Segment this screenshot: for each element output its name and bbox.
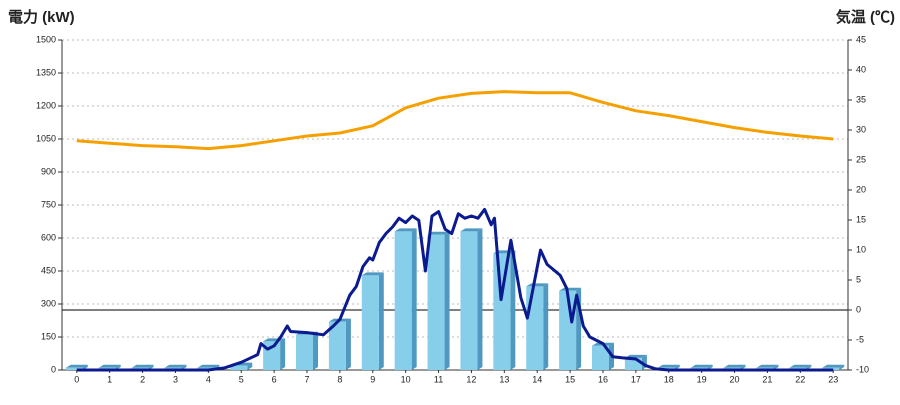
bar-side bbox=[411, 228, 417, 370]
y2-tick-label: 25 bbox=[856, 154, 866, 164]
bar bbox=[361, 275, 379, 370]
x-tick-label: 20 bbox=[730, 374, 740, 384]
x-tick-label: 19 bbox=[697, 374, 707, 384]
bar bbox=[296, 334, 314, 370]
x-tick-label: 3 bbox=[173, 374, 178, 384]
bar-top bbox=[98, 364, 121, 368]
y-tick-label: 900 bbox=[41, 166, 56, 176]
bar-top bbox=[789, 364, 812, 368]
bar bbox=[559, 290, 577, 370]
x-tick-label: 0 bbox=[74, 374, 79, 384]
bar-top bbox=[723, 364, 746, 368]
x-tick-label: 4 bbox=[206, 374, 211, 384]
bar bbox=[328, 321, 346, 370]
bar-top bbox=[822, 364, 845, 368]
y2-tick-label: 40 bbox=[856, 64, 866, 74]
bar-top bbox=[394, 228, 417, 232]
bar bbox=[460, 231, 478, 370]
bar bbox=[427, 234, 445, 370]
bar-top bbox=[559, 287, 582, 291]
x-tick-label: 18 bbox=[664, 374, 674, 384]
bar-top bbox=[131, 364, 154, 368]
y2-tick-label: 15 bbox=[856, 214, 866, 224]
x-tick-label: 14 bbox=[532, 374, 542, 384]
bar-top bbox=[427, 231, 450, 235]
y-tick-label: 1200 bbox=[36, 100, 56, 110]
y2-axis-label: 気温 (℃) bbox=[836, 8, 895, 26]
x-tick-label: 1 bbox=[107, 374, 112, 384]
y2-tick-label: 5 bbox=[856, 274, 861, 284]
temperature-line bbox=[76, 90, 834, 151]
bar-side bbox=[345, 318, 351, 370]
y2-tick-label: 45 bbox=[856, 34, 866, 44]
bar-top bbox=[197, 364, 220, 368]
bar-top bbox=[756, 364, 779, 368]
y2-tick-label: -5 bbox=[856, 334, 864, 344]
y2-tick-label: 35 bbox=[856, 94, 866, 104]
bar-side bbox=[510, 250, 516, 370]
x-tick-label: 6 bbox=[272, 374, 277, 384]
x-tick-label: 16 bbox=[598, 374, 608, 384]
x-tick-label: 22 bbox=[795, 374, 805, 384]
y2-tick-label: 20 bbox=[856, 184, 866, 194]
y2-tick-label: 0 bbox=[856, 304, 861, 314]
x-tick-label: 9 bbox=[370, 374, 375, 384]
x-tick-label: 5 bbox=[239, 374, 244, 384]
bar-top bbox=[460, 228, 483, 232]
x-tick-label: 7 bbox=[305, 374, 310, 384]
bar-side bbox=[477, 228, 483, 370]
bar-side bbox=[378, 272, 384, 370]
y-tick-label: 750 bbox=[41, 199, 56, 209]
x-tick-label: 2 bbox=[140, 374, 145, 384]
y-tick-label: 300 bbox=[41, 298, 56, 308]
bar-side bbox=[543, 283, 549, 370]
x-tick-label: 17 bbox=[631, 374, 641, 384]
bar-top bbox=[526, 283, 549, 287]
bar bbox=[394, 231, 412, 370]
y-tick-label: 0 bbox=[51, 364, 56, 374]
y-tick-label: 600 bbox=[41, 232, 56, 242]
y2-tick-label: 30 bbox=[856, 124, 866, 134]
y-tick-label: 1500 bbox=[36, 34, 56, 44]
bar-top bbox=[65, 364, 88, 368]
bar bbox=[526, 286, 544, 370]
y-tick-label: 1350 bbox=[36, 67, 56, 77]
y-tick-label: 1050 bbox=[36, 133, 56, 143]
bar-top bbox=[361, 272, 384, 276]
bar bbox=[591, 345, 609, 370]
y-axis-label: 電力 (kW) bbox=[8, 8, 75, 26]
y-tick-label: 450 bbox=[41, 265, 56, 275]
x-tick-label: 23 bbox=[828, 374, 838, 384]
bar-side bbox=[444, 231, 450, 370]
x-tick-label: 11 bbox=[434, 374, 443, 384]
y2-tick-label: 10 bbox=[856, 244, 866, 254]
bar-top bbox=[164, 364, 187, 368]
x-tick-label: 15 bbox=[565, 374, 575, 384]
power-line bbox=[76, 207, 834, 372]
y-tick-label: 150 bbox=[41, 331, 56, 341]
x-tick-label: 13 bbox=[499, 374, 509, 384]
y2-tick-label: -10 bbox=[856, 364, 869, 374]
x-tick-label: 21 bbox=[762, 374, 772, 384]
bar-side bbox=[313, 331, 319, 370]
bar-top bbox=[690, 364, 713, 368]
bar-side bbox=[247, 362, 253, 370]
bar bbox=[230, 365, 248, 370]
bar-side bbox=[280, 338, 286, 370]
bar-top bbox=[657, 364, 680, 368]
bar bbox=[65, 367, 83, 370]
x-tick-label: 12 bbox=[466, 374, 476, 384]
bar-side bbox=[839, 364, 845, 370]
bar bbox=[493, 253, 511, 370]
x-tick-label: 8 bbox=[337, 374, 342, 384]
x-tick-label: 10 bbox=[401, 374, 411, 384]
